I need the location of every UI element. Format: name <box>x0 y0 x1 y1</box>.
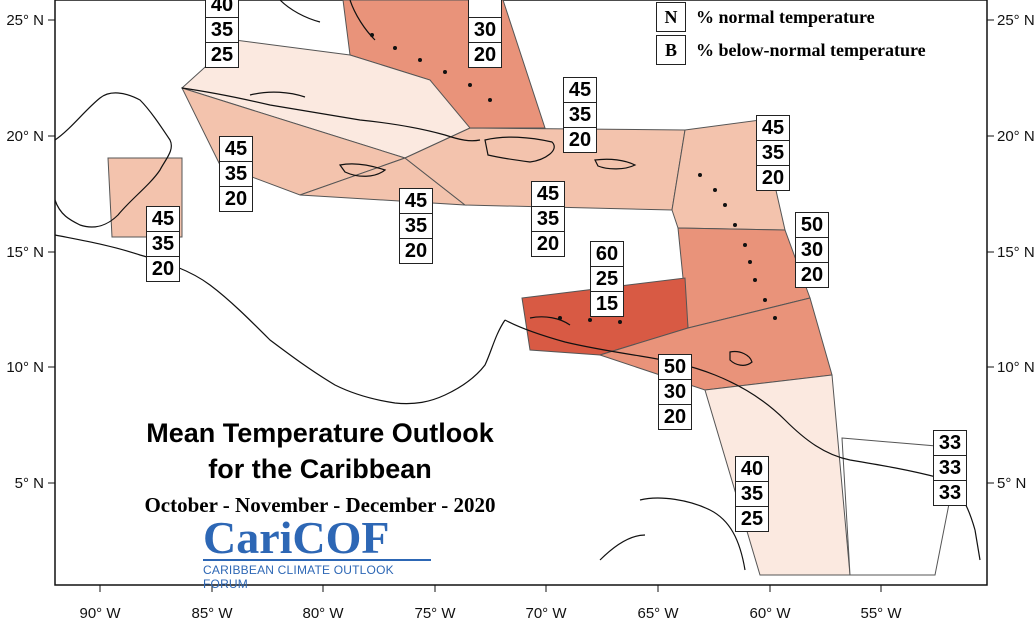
x-tick-label: 90° W <box>79 605 121 622</box>
prob-below: 20 <box>468 42 502 68</box>
prob-normal: 33 <box>933 455 967 480</box>
prob-box-western-cuba: 45 35 20 <box>219 136 253 212</box>
prob-normal: 30 <box>468 17 502 42</box>
prob-below: 33 <box>933 480 967 506</box>
caricof-logo: CariCOF CARIBBEAN CLIMATE OUTLOOK FORUM <box>198 512 438 591</box>
prob-below: 20 <box>563 127 597 153</box>
prob-box-guyana: 40 35 25 <box>735 456 769 532</box>
prob-above: 45 <box>399 188 433 213</box>
logo-name: CariCOF <box>203 512 390 563</box>
prob-above: 45 <box>146 206 180 231</box>
logo-tagline: CARIBBEAN CLIMATE OUTLOOK FORUM <box>203 563 394 591</box>
x-tick-label: 75° W <box>414 605 456 622</box>
prob-below: 20 <box>795 262 829 288</box>
prob-below: 20 <box>399 238 433 264</box>
prob-normal: 35 <box>735 481 769 506</box>
legend-key-normal: N <box>656 2 686 32</box>
prob-normal: 35 <box>219 161 253 186</box>
prob-box-abc-islands: 60 25 15 <box>590 241 624 317</box>
y-tick-label: 5° N <box>15 475 44 492</box>
legend-label-below: % below-normal temperature <box>696 39 926 60</box>
y-tick-label: 15° N <box>6 244 44 261</box>
prob-above: 50 <box>795 212 829 237</box>
legend-below: B % below-normal temperature <box>656 35 926 65</box>
prob-above: 33 <box>933 430 967 455</box>
y-axis-left: 25° N 20° N 15° N 10° N 5° N <box>6 12 55 492</box>
prob-below: 15 <box>590 291 624 317</box>
prob-above: 45 <box>563 77 597 102</box>
map-title-line2: for the Caribbean <box>208 454 432 484</box>
prob-box-windward-islands: 50 30 20 <box>795 212 829 288</box>
prob-normal: 30 <box>795 237 829 262</box>
legend-label-normal: % normal temperature <box>696 6 875 27</box>
legend-key-below: B <box>656 35 686 65</box>
prob-box-hispaniola: 45 35 20 <box>531 181 565 257</box>
y-tick-label: 5° N <box>997 475 1026 492</box>
x-tick-label: 60° W <box>749 605 791 622</box>
prob-normal: 30 <box>658 379 692 404</box>
prob-normal: 35 <box>399 213 433 238</box>
prob-below: 20 <box>531 231 565 257</box>
island-markers <box>370 33 777 324</box>
prob-normal: 35 <box>756 140 790 165</box>
prob-above: 45 <box>219 136 253 161</box>
legend-normal: N % normal temperature <box>656 2 875 32</box>
y-tick-label: 25° N <box>6 12 44 29</box>
logo-rule <box>203 559 431 561</box>
prob-box-trinidad-tobago: 50 30 20 <box>658 354 692 430</box>
prob-box-suriname-french-guiana: 33 33 33 <box>933 430 967 506</box>
prob-box-florida-straits: 40 35 25 <box>205 0 239 68</box>
y-tick-label: 15° N <box>997 244 1035 261</box>
y-tick-label: 20° N <box>6 128 44 145</box>
prob-below: 20 <box>658 404 692 430</box>
x-tick-label: 55° W <box>860 605 902 622</box>
map-period: October - November - December - 2020 <box>144 493 496 517</box>
prob-above: 45 <box>756 115 790 140</box>
prob-above: 60 <box>590 241 624 266</box>
y-tick-label: 10° N <box>6 359 44 376</box>
prob-box-bahamas-north: 30 20 <box>468 0 502 68</box>
prob-above <box>468 0 502 17</box>
prob-below: 20 <box>146 256 180 282</box>
prob-normal: 25 <box>590 266 624 291</box>
prob-below: 25 <box>205 42 239 68</box>
y-tick-label: 10° N <box>997 359 1035 376</box>
coastlines <box>54 0 981 571</box>
prob-normal: 35 <box>563 102 597 127</box>
prob-box-turks-caicos: 45 35 20 <box>563 77 597 153</box>
x-tick-label: 80° W <box>302 605 344 622</box>
prob-normal: 35 <box>531 206 565 231</box>
y-tick-label: 20° N <box>997 128 1035 145</box>
prob-above: 45 <box>531 181 565 206</box>
x-tick-label: 65° W <box>637 605 679 622</box>
x-tick-label: 70° W <box>525 605 567 622</box>
prob-normal: 35 <box>146 231 180 256</box>
prob-box-leeward-islands: 45 35 20 <box>756 115 790 191</box>
x-tick-label: 85° W <box>191 605 233 622</box>
prob-above: 40 <box>735 456 769 481</box>
prob-box-belize-yucatan: 45 35 20 <box>146 206 180 282</box>
y-axis-right: 25° N 20° N 15° N 10° N 5° N <box>987 12 1035 492</box>
prob-above: 40 <box>205 0 239 17</box>
region-suriname-french-guiana <box>841 437 961 576</box>
prob-above: 50 <box>658 354 692 379</box>
y-tick-label: 25° N <box>997 12 1035 29</box>
prob-below: 25 <box>735 506 769 532</box>
map-title-line1: Mean Temperature Outlook <box>146 418 494 448</box>
prob-normal: 35 <box>205 17 239 42</box>
x-axis: 90° W 85° W 80° W 75° W 70° W 65° W 60° … <box>79 585 902 622</box>
prob-below: 20 <box>219 186 253 212</box>
prob-box-jamaica: 45 35 20 <box>399 188 433 264</box>
prob-below: 20 <box>756 165 790 191</box>
